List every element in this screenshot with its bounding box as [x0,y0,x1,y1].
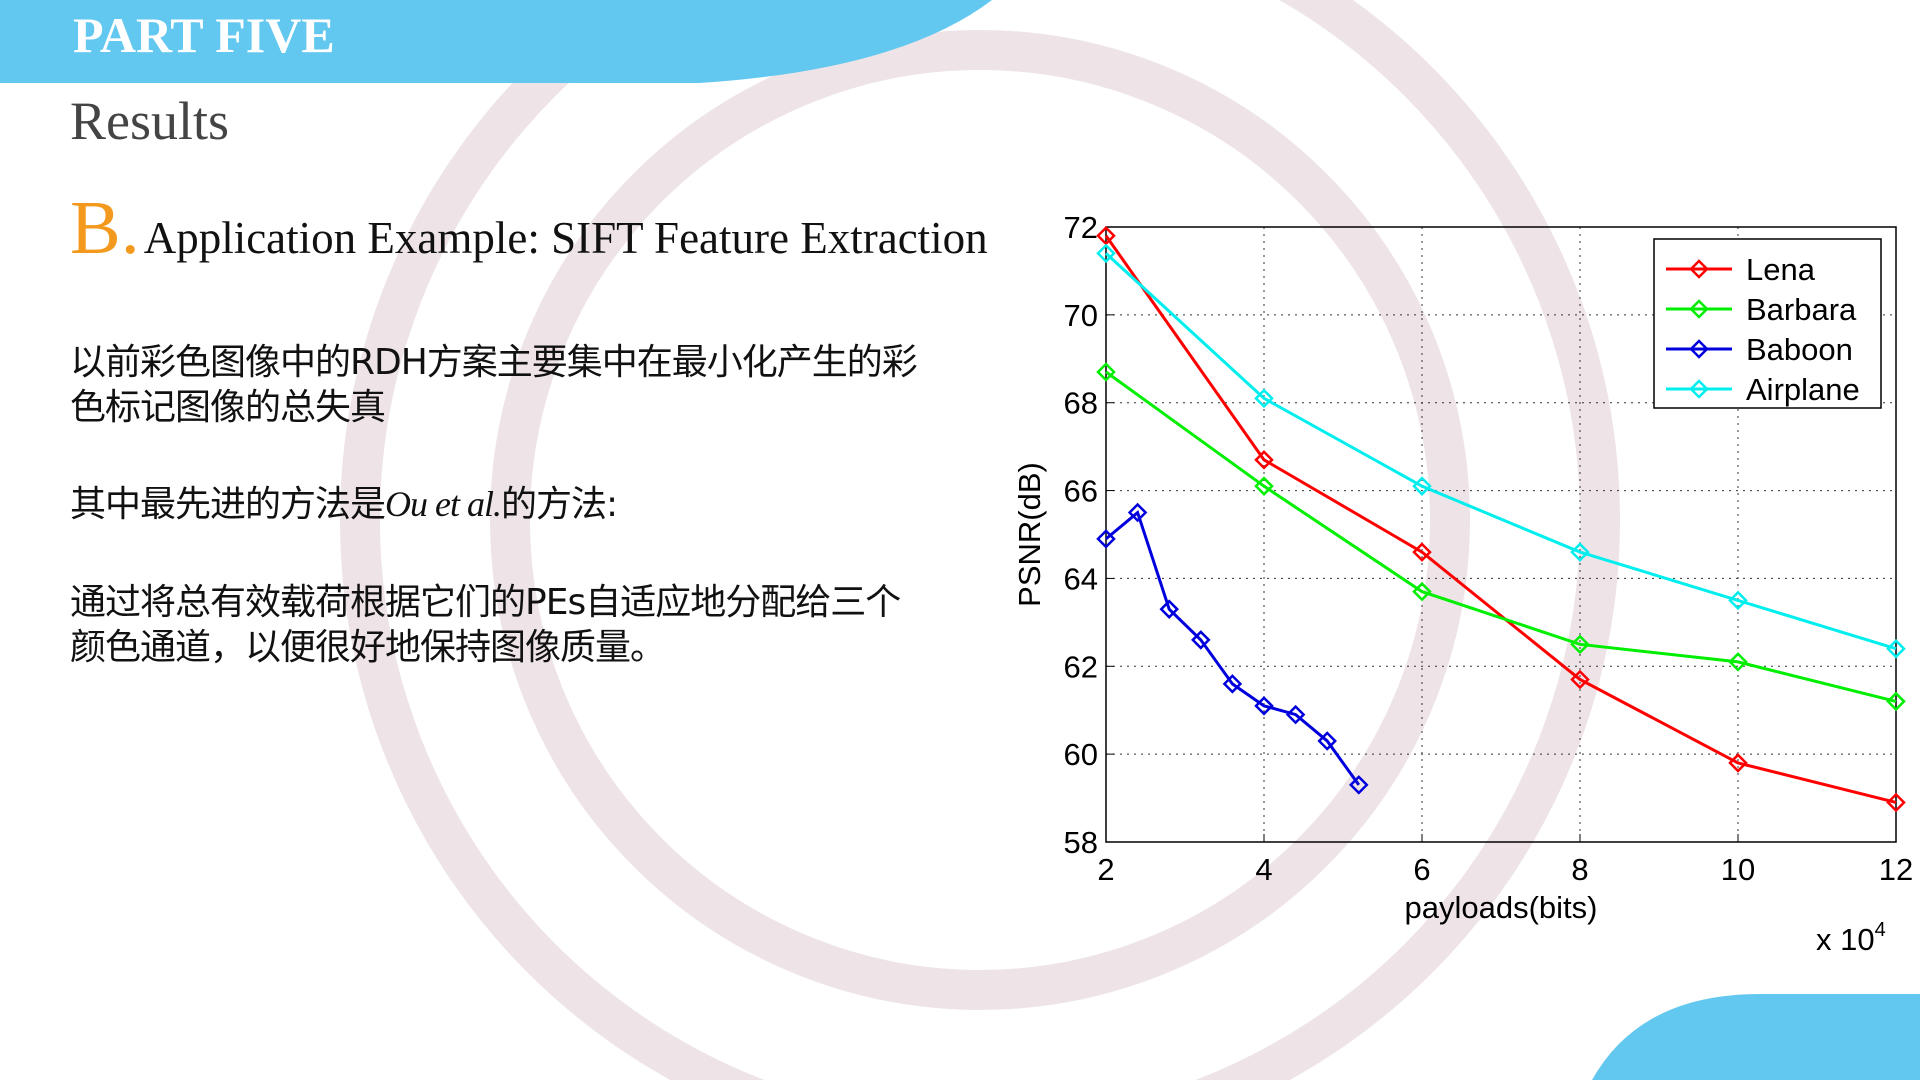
data-point [1127,502,1148,523]
data-point [1570,669,1590,690]
data-point [1412,581,1432,602]
y-tick-label: 62 [1064,649,1098,684]
y-tick-label: 58 [1064,825,1098,860]
data-point [1254,476,1274,496]
data-point [1254,450,1274,470]
data-point [1317,731,1337,751]
x-tick-label: 12 [1879,852,1913,887]
multiplier-base: x 10 [1816,922,1875,957]
x-tick-label: 10 [1721,852,1755,887]
citation: Ou et al. [385,484,502,524]
legend-marker [1689,379,1709,399]
data-point [1096,529,1116,549]
x-tick-label: 6 [1413,852,1430,887]
y-tick-label: 68 [1064,386,1098,421]
heading: B. Application Example: SIFT Feature Ext… [70,185,988,272]
data-point [1728,753,1748,773]
data-point [1096,362,1116,382]
data-point [1886,638,1906,659]
watermark [340,0,1620,1080]
data-point [1191,630,1211,650]
paragraph: 其中最先进的方法是Ou et al.的方法: [70,482,930,527]
data-point [1728,652,1748,672]
data-point [1412,542,1432,562]
y-tick-label: 70 [1064,298,1098,333]
legend-marker [1689,339,1709,359]
data-point [1254,696,1274,716]
multiplier-exponent: 4 [1875,919,1886,941]
corner-band [1592,994,1920,1080]
y-tick-label: 64 [1064,561,1098,596]
series-line [1105,370,1897,703]
data-point [1886,691,1906,712]
legend-label: Baboon [1746,332,1853,367]
x-tick-label: 2 [1097,852,1114,887]
header-band [0,0,992,83]
y-tick-label: 60 [1064,737,1098,772]
text: 的方法: [501,484,618,525]
data-point [1096,243,1116,264]
y-tick-label: 72 [1064,210,1098,245]
data-point [1728,590,1748,611]
section-label: PART FIVE [73,7,335,63]
legend-label: Airplane [1746,372,1860,407]
data-point [1570,634,1590,655]
legend-marker [1689,259,1709,279]
legend-marker [1689,299,1709,319]
x-axis-label: payloads(bits) [1405,890,1598,925]
data-point [1254,388,1274,409]
y-axis-label: PSNR(dB) [1012,462,1047,607]
x-tick-label: 8 [1571,852,1588,887]
data-point [1222,674,1243,694]
legend-label: Barbara [1746,292,1857,327]
data-point [1570,542,1590,562]
heading-text: Application Example: SIFT Feature Extrac… [143,213,988,263]
y-tick-label: 66 [1064,474,1098,509]
data-point [1412,476,1432,496]
data-point [1886,792,1906,813]
paragraph: 通过将总有效载荷根据它们的PEs自适应地分配给三个颜色通道，以便很好地保持图像质… [70,582,901,668]
paragraph: 以前彩色图像中的RDH方案主要集中在最小化产生的彩色标记图像的总失真 [70,342,918,428]
data-point [1159,599,1179,619]
series-line [1105,509,1361,786]
series-line [1104,252,1897,651]
x-tick-label: 4 [1255,852,1272,887]
data-point [1349,775,1369,795]
x-multiplier: x 104 [1816,919,1886,957]
heading-letter: B. [70,186,140,270]
data-point [1285,704,1306,725]
slide-title: Results [70,91,230,151]
plot-frame [1105,226,1897,843]
series-line [1104,234,1897,804]
text: 其中最先进的方法是 [70,484,386,525]
legend-label: Lena [1746,252,1816,287]
